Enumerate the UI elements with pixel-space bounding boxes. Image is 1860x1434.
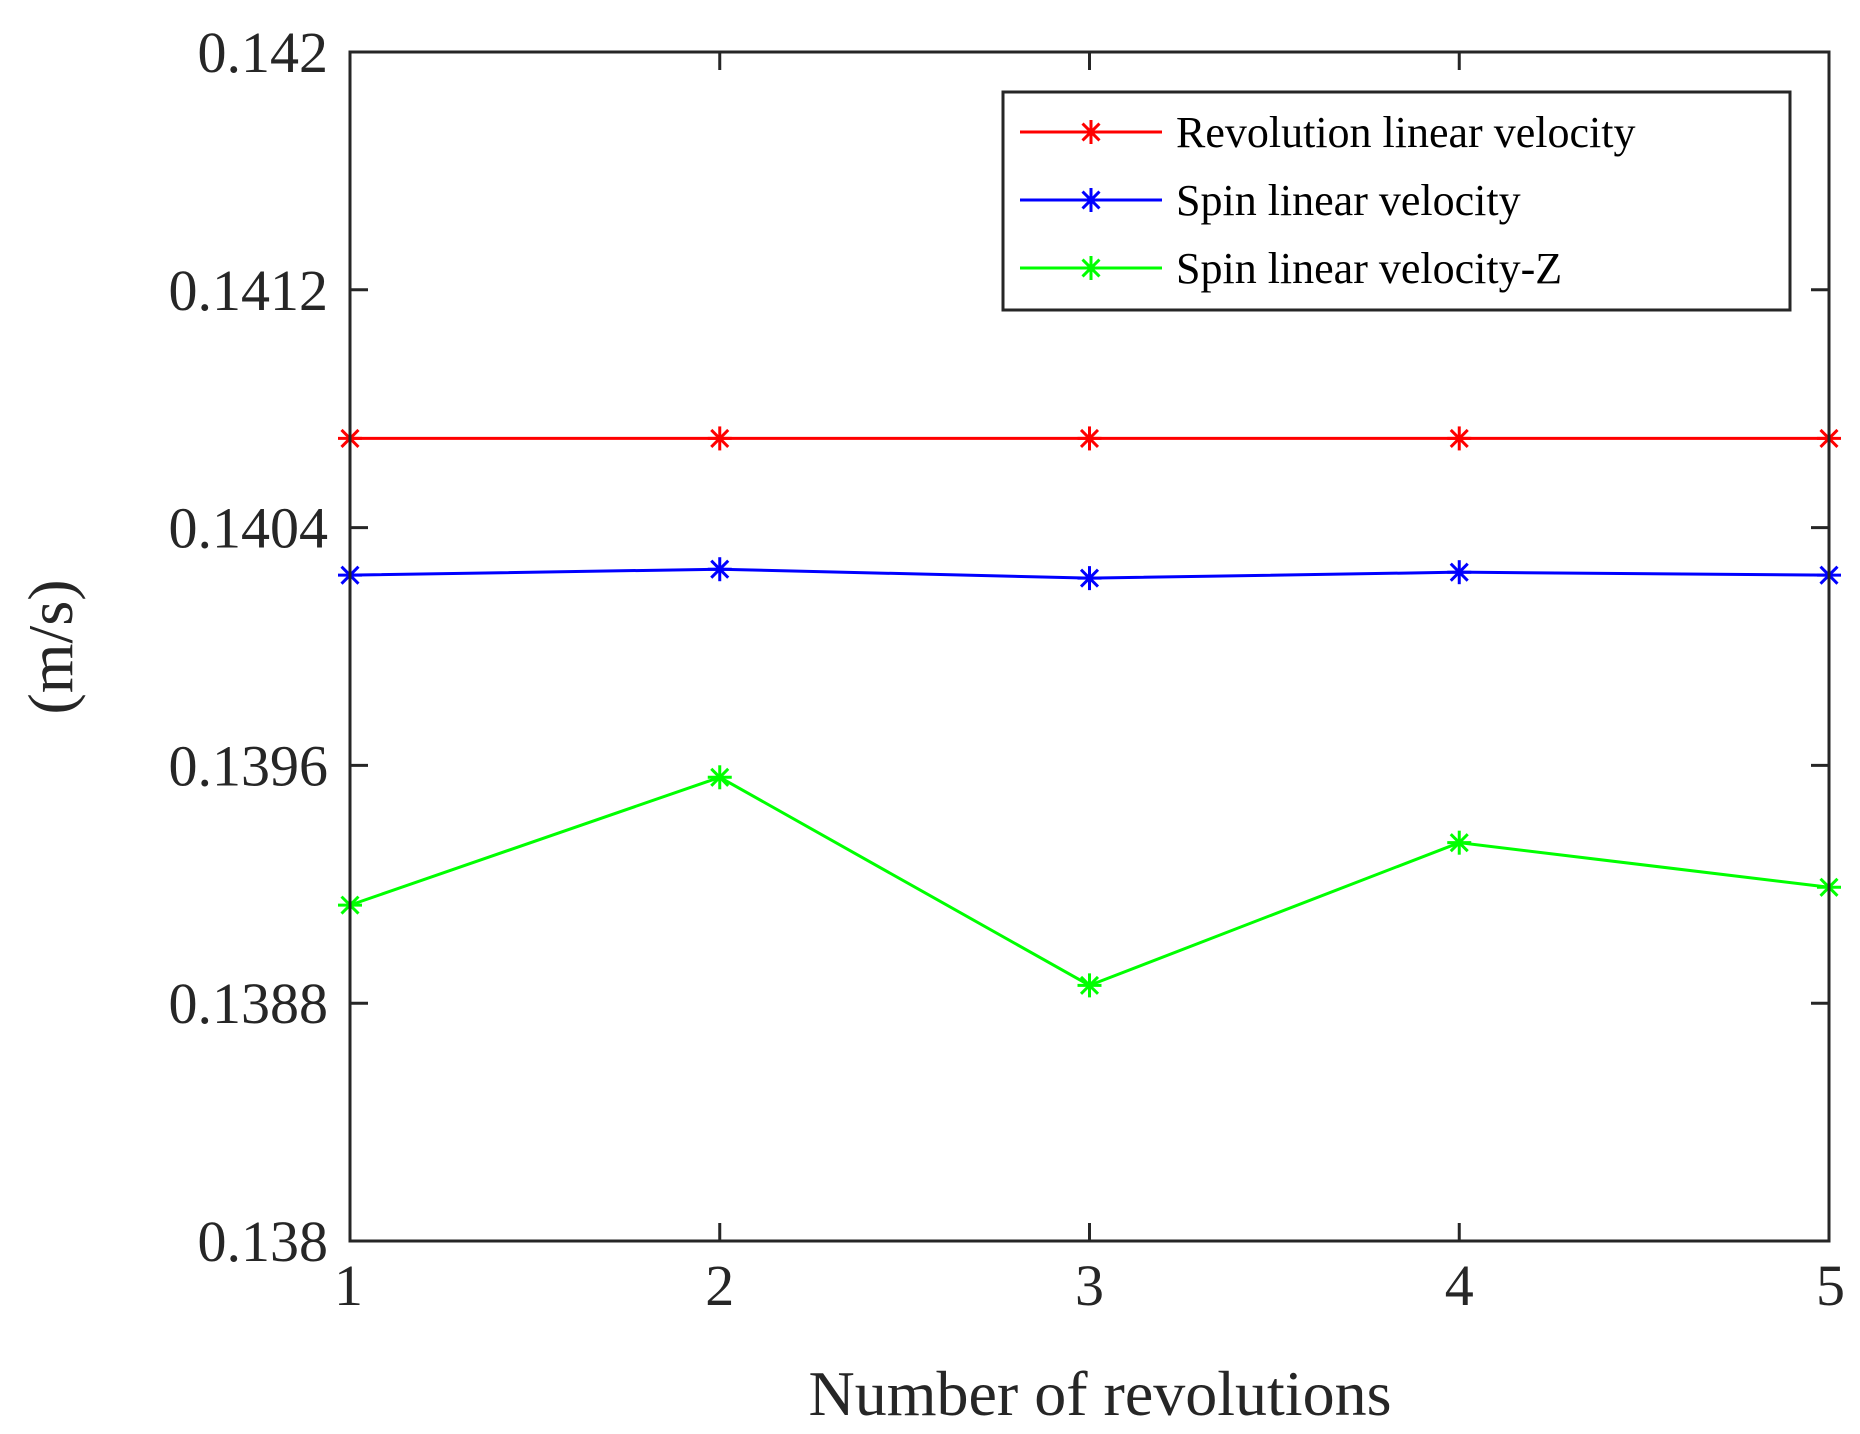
data-point-series-3 [707, 765, 732, 790]
x-axis-label: Number of revolutions [809, 1358, 1392, 1429]
legend-marker-3 [1079, 256, 1103, 280]
data-point-series-1 [707, 426, 732, 451]
y-axis-label: (m/s) [15, 579, 86, 714]
marker-stroke [1081, 190, 1101, 210]
x-tick-label: 3 [1075, 1253, 1104, 1318]
y-tick-label: 0.1404 [169, 496, 329, 561]
marker-stroke [710, 428, 730, 448]
y-tick-label: 0.1412 [169, 258, 329, 323]
x-tick-label: 2 [705, 1253, 734, 1318]
legend-label-2: Spin linear velocity [1176, 176, 1521, 225]
marker-stroke [1449, 428, 1469, 448]
marker-stroke [1449, 833, 1469, 853]
series-layer [338, 426, 1841, 998]
data-point-series-3 [1447, 830, 1472, 855]
marker-stroke [1081, 122, 1101, 142]
marker-stroke [1079, 428, 1100, 448]
marker-stroke [1081, 258, 1101, 278]
legend-items: Revolution linear velocity Spin linear ve… [1020, 108, 1635, 293]
y-tick-labels: 0.138 0.1388 0.1396 0.1404 0.1412 0.142 [169, 20, 329, 1274]
legend-marker-1 [1079, 120, 1103, 144]
data-point-series-1 [1077, 426, 1102, 451]
x-tick-label: 5 [1816, 1253, 1845, 1318]
legend-label-1: Revolution linear velocity [1176, 108, 1635, 157]
legend-label-3: Spin linear velocity-Z [1176, 244, 1562, 293]
y-tick-label: 0.142 [198, 20, 329, 85]
marker-stroke [1449, 562, 1469, 582]
x-tick-label: 4 [1445, 1253, 1474, 1318]
x-tick-label: 1 [334, 1253, 363, 1318]
marker-stroke [710, 767, 730, 787]
legend: Revolution linear velocity Spin linear ve… [1001, 90, 1792, 312]
data-point-series-2 [707, 557, 732, 582]
data-point-series-3 [1077, 973, 1102, 998]
data-point-series-2 [1077, 566, 1102, 591]
marker-stroke [710, 559, 730, 579]
y-tick-label: 0.138 [198, 1209, 329, 1274]
data-point-series-2 [1447, 560, 1472, 585]
y-tick-label: 0.1388 [169, 971, 329, 1036]
legend-marker-2 [1079, 188, 1103, 212]
x-tick-labels: 1 2 3 4 5 [334, 1253, 1845, 1318]
marker-stroke [1079, 975, 1100, 995]
data-point-series-1 [1447, 426, 1472, 451]
marker-stroke [1079, 568, 1100, 588]
y-tick-label: 0.1396 [169, 733, 329, 798]
axes-box [348, 50, 1831, 1243]
